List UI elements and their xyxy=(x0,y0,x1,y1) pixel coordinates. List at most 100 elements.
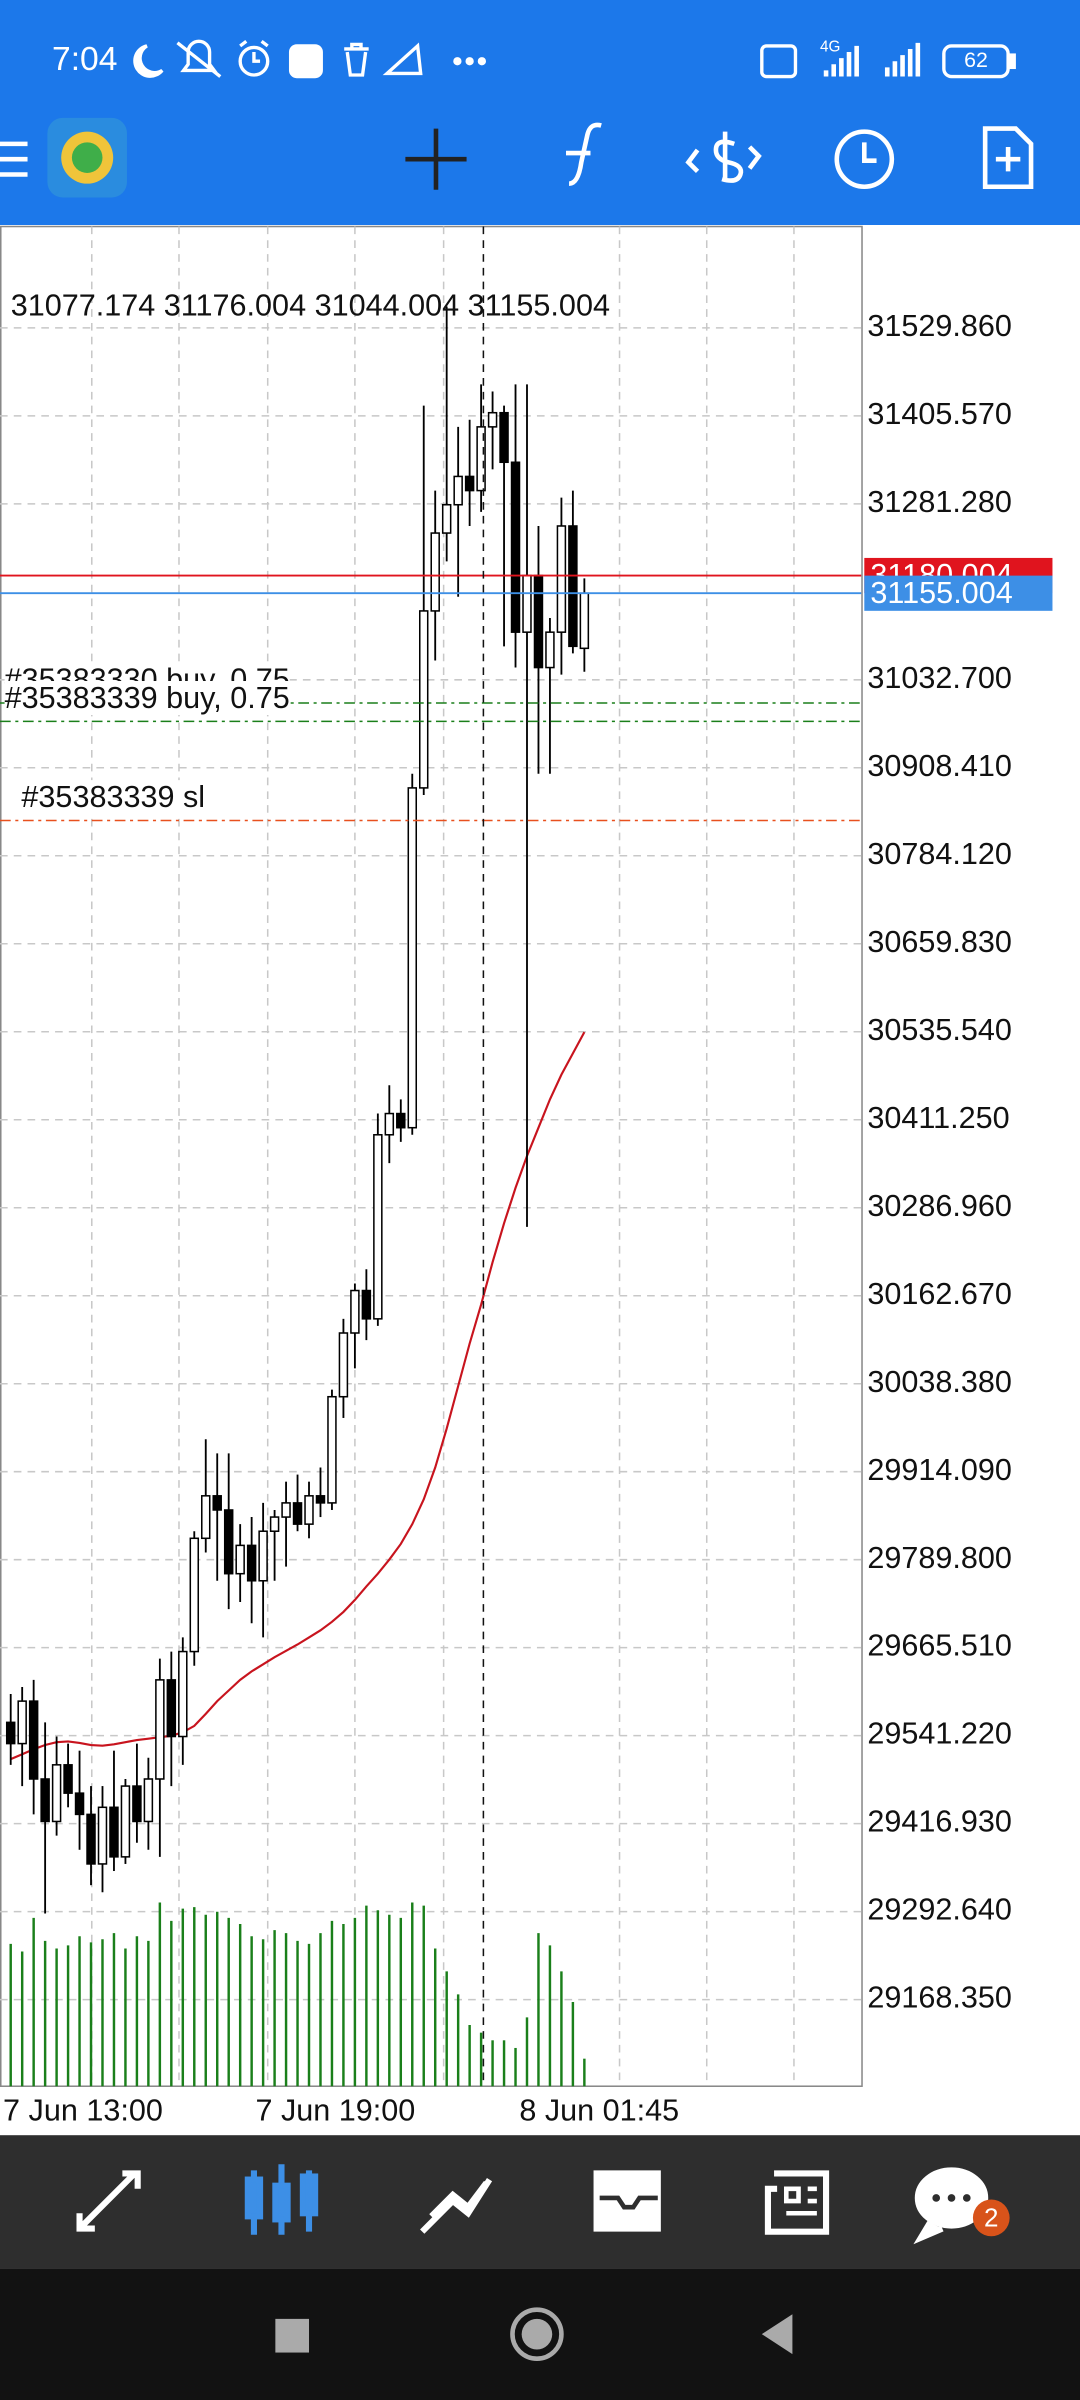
network-type: 4G xyxy=(820,38,840,55)
candle-body xyxy=(499,411,509,464)
status-icons xyxy=(133,39,1016,79)
order-label-bg xyxy=(21,780,206,815)
order-label-bg xyxy=(4,681,290,716)
candle-body xyxy=(120,1785,131,1858)
candle-body xyxy=(361,1289,372,1320)
candle-body xyxy=(28,1700,39,1780)
candle-body xyxy=(292,1502,303,1525)
home-button[interactable] xyxy=(510,2307,564,2361)
clock: 7:04 xyxy=(52,41,117,78)
candle-body xyxy=(189,1537,200,1653)
menu-button[interactable] xyxy=(0,141,28,177)
vertical-grid xyxy=(91,226,795,2087)
y-tick-label: 31529.860 xyxy=(867,309,1012,343)
y-tick-label: 30535.540 xyxy=(867,1013,1012,1047)
recents-button[interactable] xyxy=(275,2318,310,2353)
x-tick-label: 7 Jun 19:00 xyxy=(255,2093,415,2127)
candle-body xyxy=(315,1495,326,1504)
y-tick-label: 30162.670 xyxy=(867,1277,1012,1311)
candle-body xyxy=(522,574,532,633)
y-tick-label: 29292.640 xyxy=(867,1893,1012,1927)
candle-body xyxy=(338,1332,349,1398)
candle-body xyxy=(246,1544,257,1582)
candle-body xyxy=(51,1764,62,1823)
candle-body xyxy=(476,426,486,492)
candle-body xyxy=(212,1495,222,1511)
y-tick-label: 29168.350 xyxy=(867,1981,1012,2015)
candle-body xyxy=(269,1516,280,1532)
y-tick-label: 30908.410 xyxy=(867,749,1012,783)
candle-body xyxy=(40,1778,50,1823)
candle-body xyxy=(155,1679,165,1780)
y-tick-label: 29416.930 xyxy=(867,1805,1012,1839)
candle-body xyxy=(350,1289,360,1334)
y-tick-label: 31281.280 xyxy=(867,485,1012,519)
chart-tab[interactable] xyxy=(244,2164,319,2235)
candle-body xyxy=(373,1134,383,1320)
candle-body xyxy=(327,1395,337,1504)
candle-body xyxy=(109,1806,119,1858)
order-label: #35383339 sl xyxy=(21,780,205,814)
candle-body xyxy=(430,532,440,612)
crosshair-button[interactable] xyxy=(405,128,467,190)
chart-area xyxy=(0,225,1080,2136)
app-logo[interactable] xyxy=(47,117,127,198)
plot-frame xyxy=(0,225,863,2087)
history-tab[interactable] xyxy=(593,2170,661,2232)
bottom-nav-icons xyxy=(76,2164,989,2245)
x-tick-label: 7 Jun 13:00 xyxy=(3,2093,163,2127)
y-tick-label: 30286.960 xyxy=(867,1189,1012,1223)
price-box-label: 31155.004 xyxy=(870,576,1012,610)
candle-body xyxy=(97,1806,108,1865)
candle-body xyxy=(418,610,429,789)
indicators-button[interactable] xyxy=(566,122,602,186)
candle-body xyxy=(17,1700,27,1745)
candle-body xyxy=(132,1785,142,1823)
app-header xyxy=(0,0,1080,225)
y-tick-label: 30038.380 xyxy=(867,1365,1012,1399)
candle-body xyxy=(384,1112,395,1136)
candle-body xyxy=(533,574,544,669)
candle-body xyxy=(579,592,590,650)
candle-body xyxy=(143,1778,154,1823)
candle-body xyxy=(568,525,578,648)
y-tick-label: 29789.800 xyxy=(867,1541,1012,1575)
candle-body xyxy=(407,787,418,1129)
candle-body xyxy=(396,1112,406,1129)
order-label: #35383339 buy, 0.75 xyxy=(5,681,290,715)
candle-body xyxy=(453,475,463,506)
y-tick-label: 30784.120 xyxy=(867,837,1012,871)
new-order-button[interactable] xyxy=(982,126,1034,190)
bottom-nav xyxy=(0,2135,1080,2269)
y-tick-label: 31405.570 xyxy=(867,397,1012,431)
candle-body xyxy=(304,1495,314,1525)
candle-body xyxy=(487,411,498,428)
candle-body xyxy=(86,1813,96,1865)
candle-body xyxy=(201,1495,211,1540)
trade-tab[interactable] xyxy=(420,2177,493,2234)
candle-body xyxy=(258,1530,268,1582)
candle-body xyxy=(235,1544,245,1575)
messages-tab[interactable] xyxy=(913,2167,989,2245)
candle-body xyxy=(510,461,521,633)
y-tick-label: 29914.090 xyxy=(867,1453,1012,1487)
news-tab[interactable] xyxy=(764,2170,830,2235)
y-tick-label: 30659.830 xyxy=(867,925,1012,959)
candle-body xyxy=(63,1764,73,1794)
back-button[interactable] xyxy=(761,2314,793,2355)
candle-body xyxy=(5,1721,16,1745)
candle-body xyxy=(556,525,567,633)
candle-body xyxy=(545,631,555,669)
candle-body xyxy=(74,1792,85,1816)
quotes-tab[interactable] xyxy=(76,2170,141,2232)
y-tick-label: 31032.700 xyxy=(867,661,1012,695)
history-button[interactable] xyxy=(834,129,895,190)
price-box xyxy=(864,575,1053,611)
candle-body xyxy=(223,1509,234,1575)
ohlc-label: 31077.174 31176.004 31044.004 31155.004 xyxy=(11,289,610,323)
moving-average xyxy=(10,1031,586,1761)
trade-button[interactable] xyxy=(685,131,762,183)
candle-body xyxy=(166,1679,177,1738)
